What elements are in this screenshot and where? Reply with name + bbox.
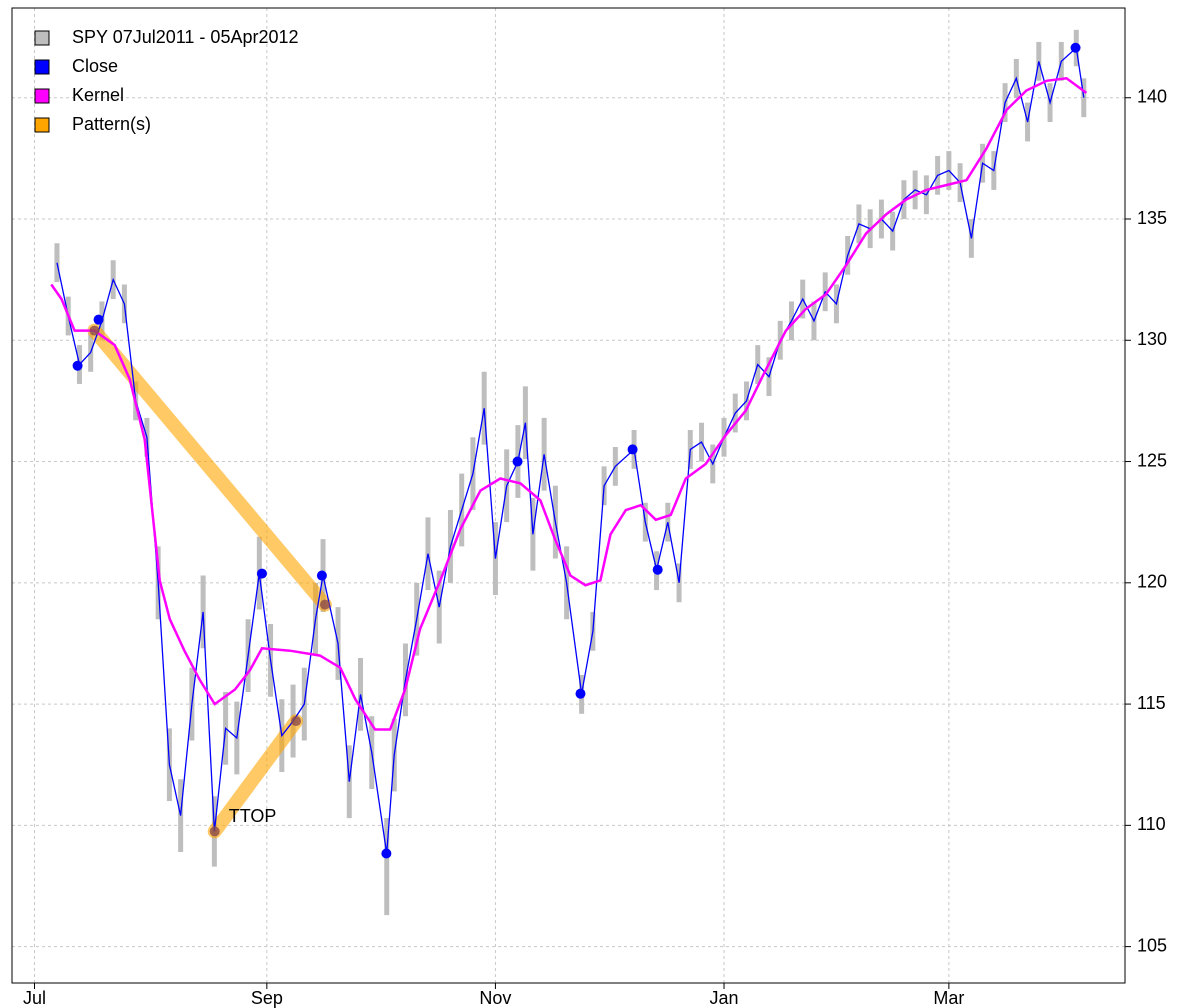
- pattern-point: [319, 599, 330, 610]
- annotation: TTOP: [229, 806, 277, 826]
- legend-swatch: [34, 30, 50, 46]
- plot-frame: [11, 7, 1126, 984]
- extremum-point: [381, 848, 392, 859]
- legend-label: Kernel: [72, 85, 124, 105]
- pattern-line: [207, 714, 304, 839]
- y-tick-label: 125: [1137, 450, 1167, 470]
- extremum-point: [1070, 42, 1081, 53]
- extremum-point: [627, 444, 638, 455]
- extremum-point: [256, 568, 267, 579]
- x-tick-label: Nov: [479, 988, 511, 1008]
- legend-label: SPY 07Jul2011 - 05Apr2012: [72, 27, 299, 47]
- legend-swatch: [34, 59, 50, 75]
- legend-label: Pattern(s): [72, 114, 151, 134]
- extremum-point: [72, 360, 83, 371]
- y-tick-label: 105: [1137, 935, 1167, 955]
- extremum-point: [652, 564, 663, 575]
- legend-swatch: [34, 117, 50, 133]
- x-tick-label: Jul: [23, 988, 46, 1008]
- extremum-point: [575, 688, 586, 699]
- x-tick-label: Jan: [710, 988, 739, 1008]
- x-tick-label: Sep: [251, 988, 283, 1008]
- extremum-point: [93, 314, 104, 325]
- y-tick-label: 115: [1137, 693, 1166, 713]
- y-tick-label: 130: [1137, 329, 1167, 349]
- pattern-point: [89, 325, 100, 336]
- pattern-point: [209, 826, 220, 837]
- y-tick-label: 135: [1137, 208, 1167, 228]
- legend-swatch: [34, 88, 50, 104]
- y-tick-label: 120: [1137, 572, 1167, 592]
- y-tick-label: 140: [1137, 86, 1167, 106]
- legend-label: Close: [72, 56, 118, 76]
- y-tick-label: 110: [1137, 814, 1166, 834]
- kernel-line: [50, 76, 1088, 731]
- extremum-point: [512, 456, 523, 467]
- pattern-point: [291, 716, 302, 727]
- x-tick-label: Mar: [933, 988, 964, 1008]
- extremum-point: [316, 570, 327, 581]
